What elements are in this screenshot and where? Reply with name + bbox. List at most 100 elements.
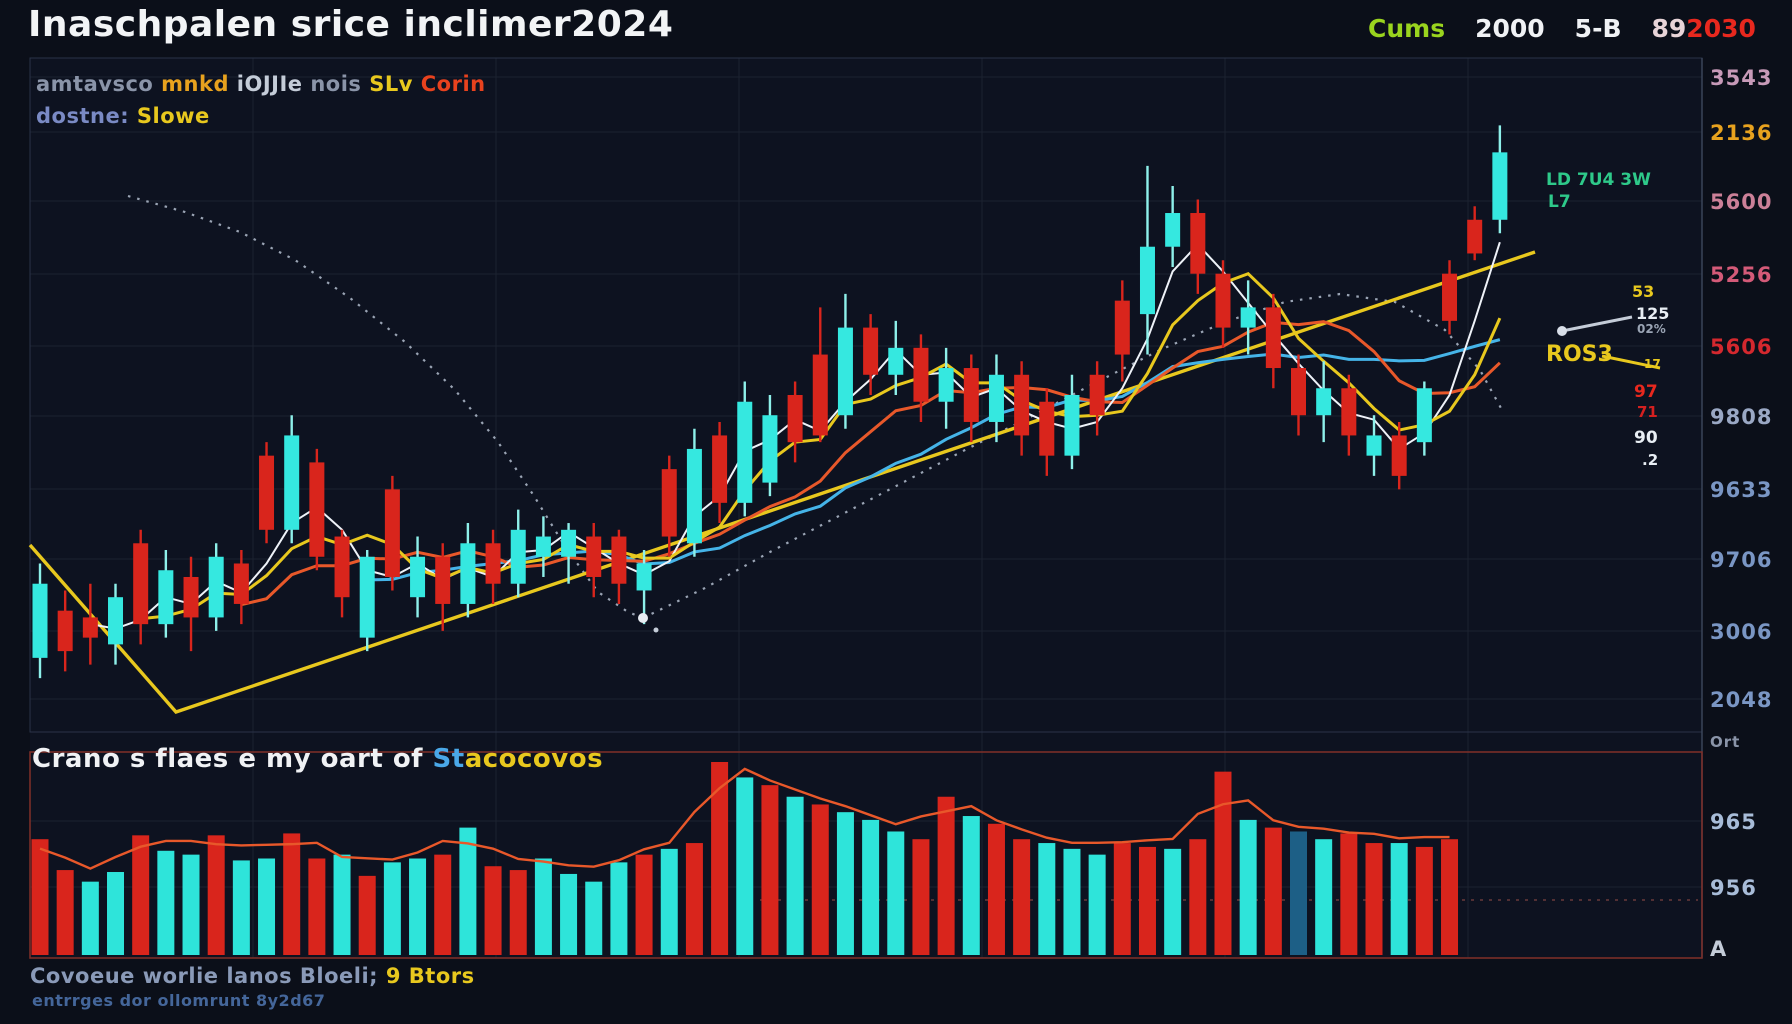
volume-bar <box>459 827 477 955</box>
chart-annotation-text: 02% <box>1637 322 1666 336</box>
axis-label: 3006 <box>1710 620 1773 644</box>
footer-line-1: Covoeue worlie lanos Bloeli; 9 Btors <box>30 964 475 988</box>
candle-body <box>1089 374 1105 416</box>
volume-bar <box>585 881 603 955</box>
candle-body <box>1316 388 1332 416</box>
chart-annotation-text: 90 <box>1634 428 1658 448</box>
axis-label: 5606 <box>1710 335 1773 359</box>
chart-subtitle-1: amtavsco mnkd iOJJIe nois SLv Corin <box>36 72 486 96</box>
legend-item: Cums <box>1368 14 1445 43</box>
legend-segment: Cums <box>1368 14 1446 43</box>
volume-bar <box>610 862 628 955</box>
subtitle-segment: mnkd <box>161 72 237 96</box>
volume-bar <box>560 873 578 955</box>
candle-body <box>485 543 501 584</box>
candle-body <box>938 368 954 402</box>
candle-body <box>1416 388 1432 443</box>
volume-bar <box>1290 831 1307 955</box>
footer-segment: Covoeue worlie lanos Bloeli; <box>30 964 386 988</box>
volume-bar <box>1239 819 1257 955</box>
axis-label: 5600 <box>1710 190 1773 214</box>
panel-bg <box>30 58 1702 958</box>
subtitle-segment: amtavsco <box>36 72 162 96</box>
volume-title-segment: Crano s flaes e my oart of <box>32 744 433 774</box>
volume-bar <box>182 854 200 955</box>
volume-bar <box>484 866 502 955</box>
volume-bar <box>1441 839 1459 955</box>
candle-body <box>812 354 828 436</box>
candle-body <box>359 556 375 638</box>
axis-label: A <box>1710 937 1728 961</box>
volume-bar <box>836 812 854 955</box>
volume-bar <box>1164 848 1182 955</box>
legend-segment: 2030 <box>1686 14 1756 43</box>
candle-body <box>57 610 73 652</box>
chart-annotation-text: L7 <box>1548 192 1571 212</box>
volume-bar <box>434 854 452 955</box>
subtitle-segment: nois <box>310 72 370 96</box>
yellow-pointer-line <box>1601 354 1661 370</box>
volume-bar <box>1264 827 1282 955</box>
candle-body <box>183 576 199 618</box>
volume-bar <box>635 854 653 955</box>
gray-pointer-line <box>1561 315 1633 333</box>
legend-item: 5-B <box>1575 14 1622 43</box>
chart-annotation-text: 125 <box>1636 304 1670 323</box>
volume-bar <box>283 833 301 955</box>
candle-body <box>108 597 124 645</box>
candle-body <box>1215 273 1231 328</box>
subtitle-segment: Corin <box>420 72 486 96</box>
volume-bar <box>937 796 955 955</box>
candle-body <box>1064 395 1080 456</box>
axis-label: 9706 <box>1710 548 1773 572</box>
candle-body <box>535 536 551 557</box>
candle-body <box>1014 374 1030 436</box>
volume-bar <box>509 870 527 955</box>
volume-bar <box>1315 839 1333 955</box>
candle-body <box>410 556 426 598</box>
volume-bar <box>1013 839 1031 955</box>
candle-body <box>1265 307 1281 369</box>
volume-bar <box>157 850 175 955</box>
footer-segment: 9 Btors <box>385 964 475 988</box>
candle-body <box>158 570 174 625</box>
volume-bar <box>736 777 754 955</box>
candle-body <box>1467 219 1483 254</box>
candle-body <box>1391 435 1407 476</box>
page-title: Inaschpalen srice inclimer2024 <box>28 4 674 45</box>
volume-bar <box>534 858 552 955</box>
volume-bar <box>987 823 1005 955</box>
candle-body <box>309 462 325 557</box>
candle-body <box>1366 435 1382 456</box>
candle-body <box>913 347 929 402</box>
volume-bar <box>711 762 729 955</box>
candle-body <box>384 489 400 577</box>
chart-annotation-text: 97 <box>1634 382 1658 402</box>
volume-bar <box>1340 833 1358 955</box>
volume-bar <box>1088 854 1106 955</box>
small-dot-marker <box>653 627 659 633</box>
chart-annotation-text: ROS3 <box>1546 342 1613 367</box>
candle-body <box>460 543 476 604</box>
candle-body <box>1442 273 1458 321</box>
axis-label: 3543 <box>1710 66 1773 90</box>
chart-annotation-text: 53 <box>1632 282 1655 301</box>
subtitle-segment: Slowe <box>136 104 210 128</box>
candle-body <box>863 327 879 375</box>
volume-bar <box>333 854 351 955</box>
volume-bar <box>383 862 401 955</box>
volume-bar <box>31 839 49 955</box>
axis-label: 9808 <box>1710 405 1773 429</box>
legend-segment: 2000 <box>1475 14 1545 43</box>
volume-bar <box>962 816 980 955</box>
volume-bar <box>308 858 326 955</box>
candle-body <box>1341 388 1357 436</box>
candle-body <box>208 556 224 618</box>
volume-bar <box>1390 843 1408 955</box>
ma-cyan <box>367 338 1501 582</box>
candle-body <box>686 448 702 544</box>
chart-subtitle-2: dostne: Slowe <box>36 104 210 128</box>
chart-annotation-text: LD 7U4 3W <box>1546 170 1651 190</box>
candle-body <box>1240 307 1256 328</box>
